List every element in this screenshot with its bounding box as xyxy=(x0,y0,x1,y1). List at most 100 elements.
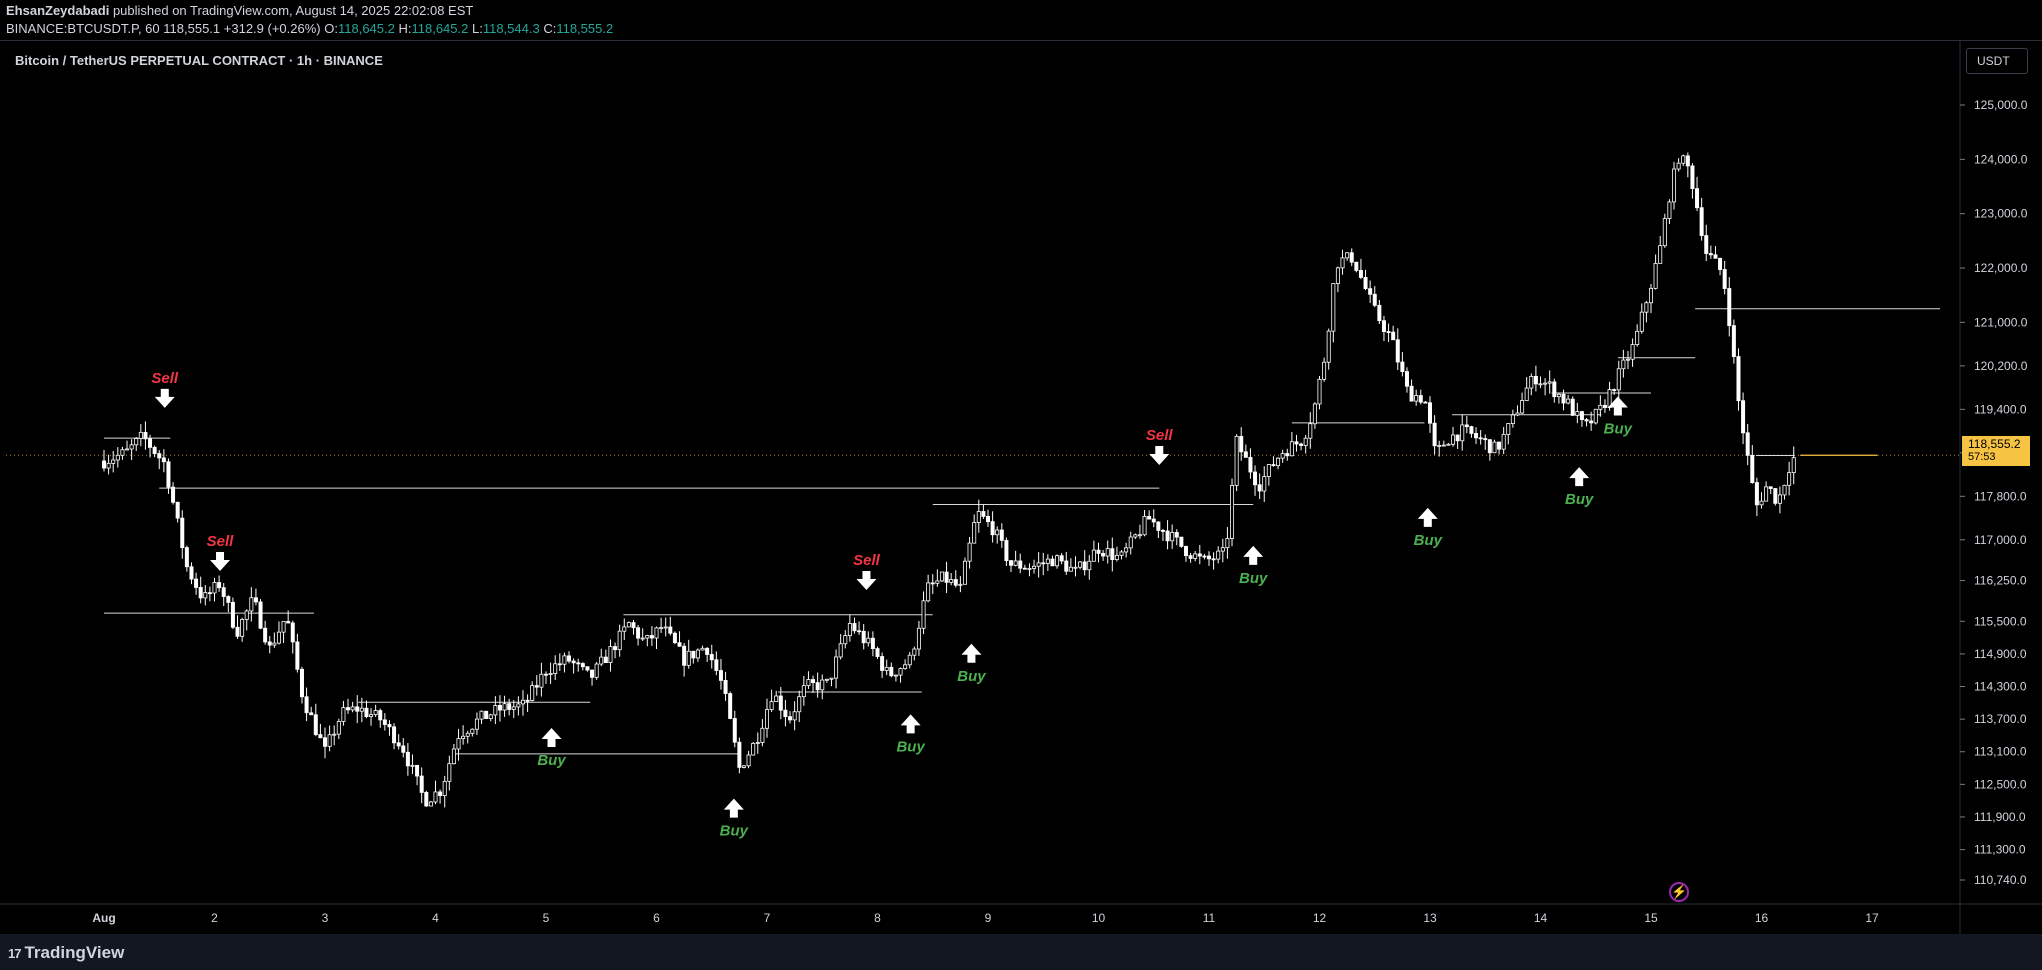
candle-body xyxy=(493,705,498,716)
tradingview-logo[interactable]: 17 TradingView xyxy=(8,943,124,963)
candle-body xyxy=(1704,235,1709,254)
price-tick-label: 113,700.0 xyxy=(1974,712,2027,726)
candle-body xyxy=(820,679,825,691)
time-tick-label: 12 xyxy=(1313,911,1327,925)
candle-body xyxy=(1575,411,1580,416)
candle-body xyxy=(1207,555,1212,560)
candle-body xyxy=(893,674,898,677)
candle-body xyxy=(281,621,286,633)
candle-body xyxy=(1096,549,1101,554)
candle-body xyxy=(1543,382,1548,385)
candle-body xyxy=(1713,254,1718,259)
buy-label: Buy xyxy=(537,752,566,769)
candle-body xyxy=(410,764,415,767)
buy-label: Buy xyxy=(1565,491,1594,508)
candle-body xyxy=(921,600,926,629)
candle-body xyxy=(1280,453,1285,459)
candle-body xyxy=(120,449,125,456)
candle-body xyxy=(1312,403,1317,425)
candle-body xyxy=(1464,424,1469,428)
candle-body xyxy=(834,656,839,679)
candle-body xyxy=(484,710,489,719)
candle-body xyxy=(1736,356,1741,402)
candle-body xyxy=(1059,555,1064,562)
candle-body xyxy=(115,454,120,461)
candle-body xyxy=(553,663,558,674)
candle-body xyxy=(364,707,369,717)
candle-body xyxy=(1322,361,1327,380)
time-tick-label: 4 xyxy=(432,911,439,925)
buy-label: Buy xyxy=(1414,532,1443,549)
time-tick-label: 17 xyxy=(1865,911,1879,925)
candle-body xyxy=(1639,311,1644,332)
candle-body xyxy=(976,511,981,523)
candle-body xyxy=(659,627,664,630)
candle-body xyxy=(203,592,208,599)
candle-body xyxy=(755,742,760,744)
candle-body xyxy=(378,710,383,721)
candle-body xyxy=(212,582,217,594)
candle-body xyxy=(530,685,535,701)
candle-body xyxy=(263,627,268,643)
buy-signal: Buy xyxy=(720,798,749,840)
candle-body xyxy=(1358,270,1363,278)
candle-body xyxy=(590,669,595,678)
candle-body xyxy=(1529,375,1534,389)
tradingview-brand: TradingView xyxy=(24,943,125,962)
candle-body xyxy=(129,444,134,450)
price-tick-label: 124,000.0 xyxy=(1974,152,2028,166)
candle-body xyxy=(382,719,387,725)
candle-body xyxy=(415,764,420,777)
candle-body xyxy=(907,654,912,666)
candle-body xyxy=(866,637,871,644)
currency-button[interactable]: USDT xyxy=(1966,48,2028,74)
buy-label: Buy xyxy=(1604,420,1633,437)
candle-body xyxy=(1234,435,1239,486)
candle-body xyxy=(1137,534,1142,537)
chart-frame xyxy=(0,40,2042,935)
price-change: +312.9 (+0.26%) xyxy=(223,21,321,36)
price-tick-label: 111,900.0 xyxy=(1974,810,2026,824)
candle-body xyxy=(1124,547,1129,553)
time-tick-label: 11 xyxy=(1203,911,1216,925)
close-label: C: xyxy=(543,21,557,36)
candle-body xyxy=(1754,482,1759,506)
candle-body xyxy=(737,741,742,768)
candle-body xyxy=(1791,457,1796,474)
candle-body xyxy=(654,627,659,639)
candle-body xyxy=(1727,288,1732,327)
candle-body xyxy=(304,696,309,714)
candle-body xyxy=(594,663,599,678)
candle-body xyxy=(580,663,585,668)
candle-body xyxy=(327,734,332,747)
candle-body xyxy=(1455,434,1460,442)
candle-body xyxy=(1533,375,1538,385)
candle-body xyxy=(299,668,304,698)
open-value: 118,645.2 xyxy=(337,21,395,36)
candle-body xyxy=(617,630,622,651)
candle-body xyxy=(829,677,834,680)
candle-body xyxy=(267,641,272,646)
candle-body xyxy=(686,650,691,666)
candle-body xyxy=(1432,422,1437,447)
author-name[interactable]: EhsanZeydabadi xyxy=(6,3,110,18)
candle-body xyxy=(691,650,696,659)
candle-body xyxy=(1777,494,1782,504)
arrow-up-icon xyxy=(1607,396,1628,416)
price-tick-label: 116,250.0 xyxy=(1974,574,2027,588)
candle-body xyxy=(700,647,705,651)
candle-body xyxy=(369,714,374,717)
candle-body xyxy=(1142,516,1147,536)
buy-signal: Buy xyxy=(957,643,986,685)
candle-body xyxy=(958,583,963,586)
candle-body xyxy=(824,678,829,681)
candle-body xyxy=(1672,168,1677,203)
candle-body xyxy=(1082,561,1087,571)
bolt-icon[interactable]: ⚡ xyxy=(1669,882,1689,902)
candle-body xyxy=(189,566,194,580)
candle-body xyxy=(884,666,889,671)
candle-body xyxy=(1128,536,1133,549)
candle-body xyxy=(240,619,245,637)
candle-body xyxy=(539,673,544,688)
